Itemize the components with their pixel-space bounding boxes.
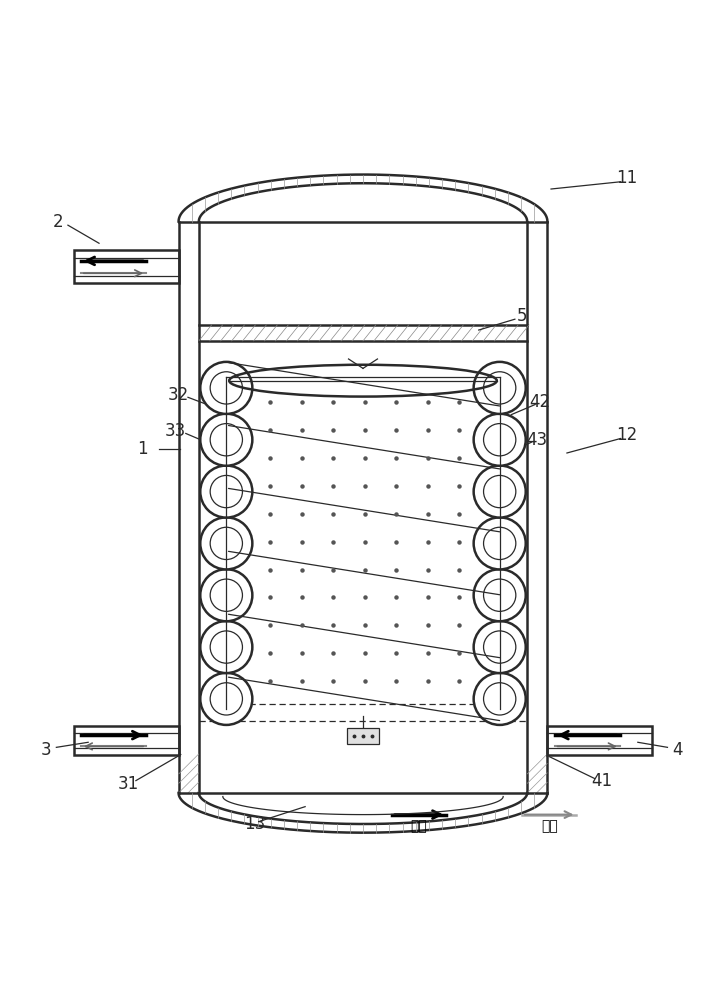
Bar: [547, 726, 652, 755]
Bar: [347, 728, 379, 744]
Bar: [74, 726, 179, 755]
Circle shape: [473, 569, 526, 621]
Text: 13: 13: [244, 815, 265, 833]
Circle shape: [200, 569, 253, 621]
Text: 31: 31: [118, 775, 139, 793]
Circle shape: [473, 466, 526, 518]
Circle shape: [200, 414, 253, 466]
Circle shape: [200, 517, 253, 569]
Text: 4: 4: [672, 741, 683, 759]
Circle shape: [473, 362, 526, 414]
Text: 制冷: 制冷: [411, 820, 428, 834]
Text: 33: 33: [164, 422, 186, 440]
Text: 12: 12: [616, 426, 637, 444]
Circle shape: [200, 673, 253, 725]
Text: 2: 2: [52, 213, 63, 231]
Circle shape: [200, 621, 253, 673]
Text: 5: 5: [517, 307, 527, 325]
Text: 42: 42: [530, 393, 551, 411]
Text: 11: 11: [616, 169, 637, 187]
Text: 43: 43: [526, 431, 547, 449]
Circle shape: [473, 517, 526, 569]
Text: 制热: 制热: [541, 820, 558, 834]
Circle shape: [200, 466, 253, 518]
Bar: [74, 250, 179, 283]
Circle shape: [200, 362, 253, 414]
Circle shape: [473, 621, 526, 673]
Text: 1: 1: [137, 440, 147, 458]
Circle shape: [473, 414, 526, 466]
Circle shape: [473, 673, 526, 725]
Text: 32: 32: [168, 386, 189, 404]
Text: 3: 3: [41, 741, 52, 759]
Text: 41: 41: [591, 772, 612, 790]
